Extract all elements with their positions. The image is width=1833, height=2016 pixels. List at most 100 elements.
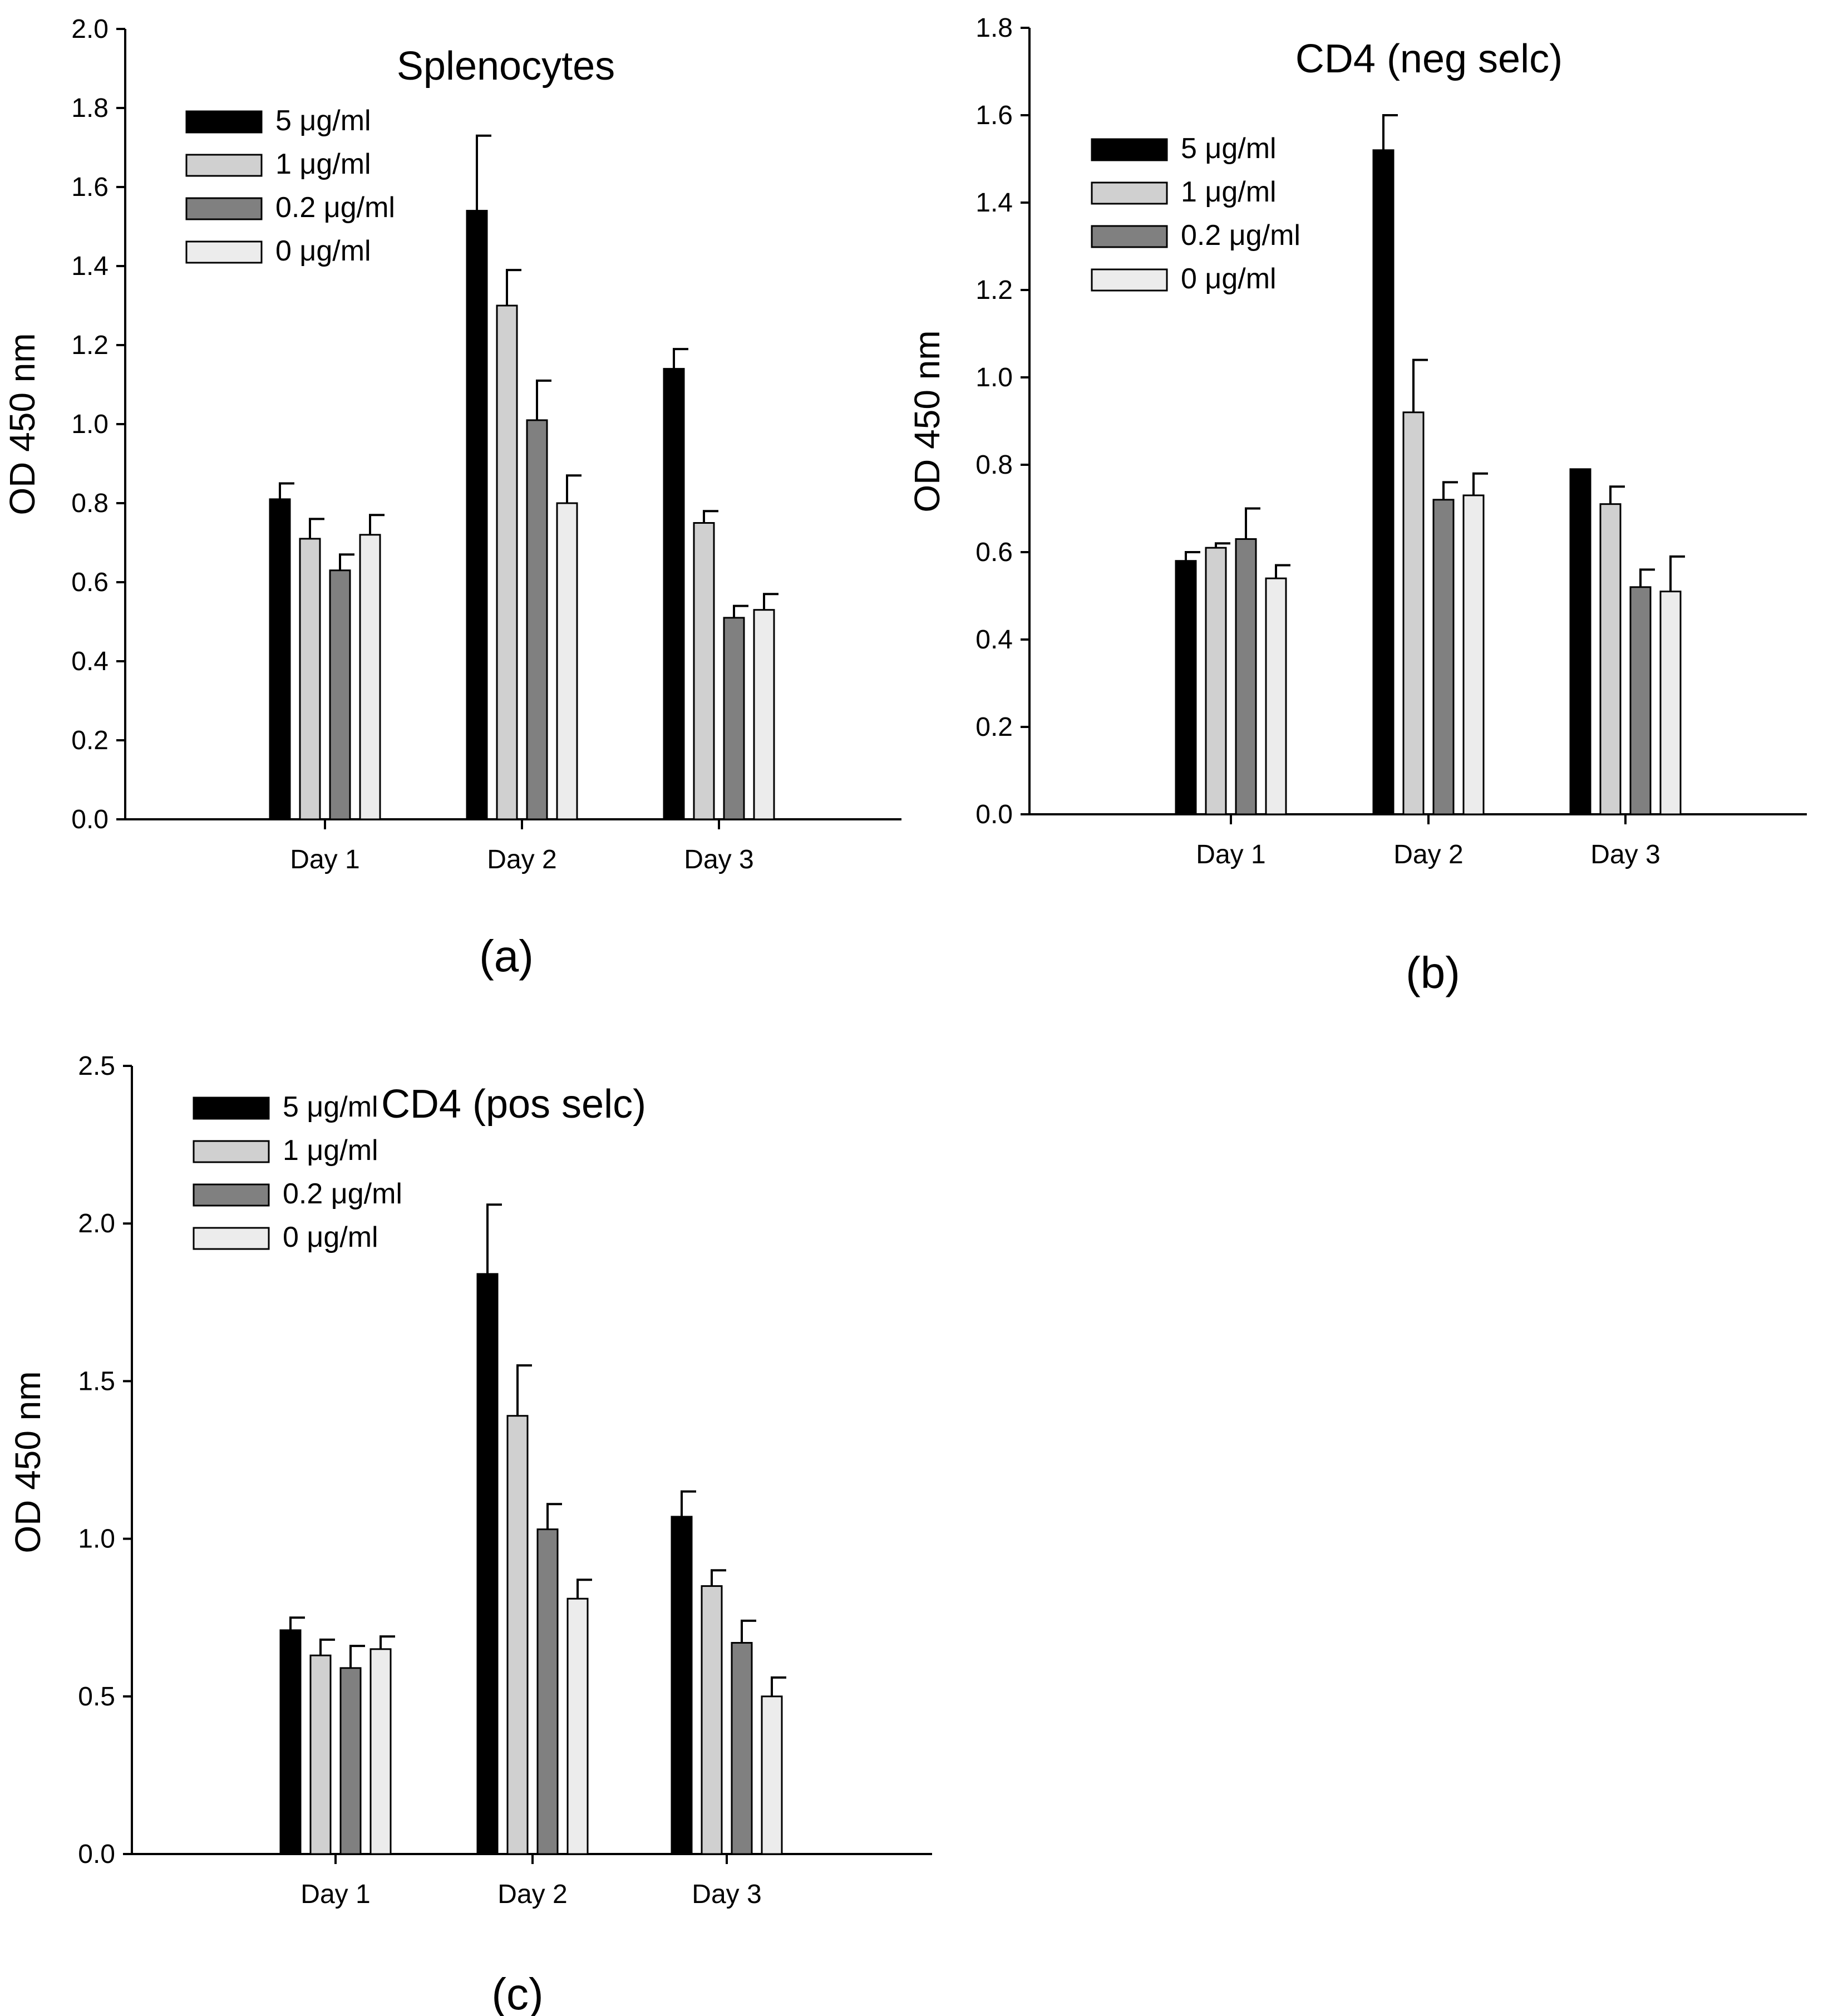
bar [279, 1629, 302, 1855]
y-tick-label: 0.0 [78, 1840, 115, 1869]
legend-label: 0 μg/ml [283, 1221, 378, 1253]
y-tick-label: 0.6 [71, 568, 109, 597]
y-tick-label: 0.6 [975, 538, 1013, 567]
legend-label: 5 μg/ml [1181, 132, 1277, 165]
legend-label: 0 μg/ml [1181, 263, 1277, 295]
y-tick-label: 1.0 [975, 363, 1013, 392]
bar [1235, 538, 1257, 815]
bar [1629, 586, 1652, 815]
bar [329, 569, 351, 820]
y-tick-label: 1.0 [78, 1525, 115, 1554]
legend-label: 5 μg/ml [283, 1091, 378, 1123]
bar [536, 1528, 559, 1855]
chart-panel-1: 0.0 0.2 0.4 0.6 0.8 1.0 1.2 1.4 1.6 1.8 Day 1 Day 2… [907, 13, 1807, 869]
y-tick-label: 1.2 [71, 331, 109, 360]
y-tick-label: 1.2 [975, 276, 1013, 305]
legend-label: 5 μg/ml [275, 105, 371, 137]
bar [723, 617, 745, 820]
legend-swatch [185, 197, 263, 220]
y-tick-label: 0.8 [975, 450, 1013, 480]
panel-label-a: (a) [479, 931, 534, 981]
bar [1462, 494, 1485, 815]
x-tick-label: Day 3 [692, 1880, 761, 1909]
chart-title: CD4 (pos selc) [381, 1082, 646, 1127]
y-tick-label: 2.5 [78, 1051, 115, 1081]
bar [309, 1654, 332, 1855]
y-tick-label: 0.0 [71, 805, 109, 834]
bar [359, 534, 381, 820]
x-tick-label: Day 2 [487, 845, 556, 874]
bar [1205, 547, 1227, 815]
bar [1175, 560, 1197, 815]
bar [299, 538, 321, 820]
bar [1432, 499, 1455, 815]
y-tick-label: 1.0 [71, 410, 109, 439]
chart-panel-0: 0.0 0.2 0.4 0.6 0.8 1.0 1.2 1.4 1.6 1.8 2.0 Day 1 Da… [2, 14, 901, 874]
x-tick-label: Day 3 [1590, 840, 1660, 869]
y-tick-label: 1.6 [975, 101, 1013, 130]
bar [663, 368, 685, 820]
x-tick-label: Day 1 [300, 1880, 370, 1909]
bar [369, 1648, 392, 1855]
x-tick-label: Day 2 [497, 1880, 567, 1909]
y-tick-label: 2.0 [71, 14, 109, 44]
bar [753, 609, 775, 820]
bar [761, 1695, 783, 1855]
y-axis-label: OD 450 nm [8, 1371, 48, 1553]
bar [731, 1642, 753, 1855]
legend-swatch [193, 1183, 270, 1207]
legend-swatch [185, 110, 263, 134]
chart-panel-2: 0.0 0.5 1.0 1.5 2.0 2.5 Day 1 Day 2 Day 3 OD 450 … [8, 1051, 932, 1909]
bar [671, 1516, 693, 1855]
x-tick-label: Day 1 [1196, 840, 1265, 869]
bar [1569, 468, 1591, 815]
y-tick-label: 1.8 [71, 94, 109, 123]
bar [1402, 411, 1425, 815]
legend-label: 0 μg/ml [275, 235, 371, 267]
legend-swatch [185, 240, 263, 264]
y-tick-label: 0.2 [71, 726, 109, 755]
legend-swatch [185, 154, 263, 177]
y-tick-label: 2.0 [78, 1209, 115, 1238]
bar [1599, 503, 1622, 815]
y-tick-label: 0.2 [975, 712, 1013, 742]
bar [506, 1415, 529, 1855]
legend-swatch [193, 1140, 270, 1163]
y-tick-label: 0.5 [78, 1682, 115, 1712]
x-tick-label: Day 2 [1393, 840, 1463, 869]
legend-swatch [1091, 225, 1168, 248]
legend-swatch [1091, 181, 1168, 205]
legend-swatch [1091, 138, 1168, 161]
bar [476, 1273, 499, 1855]
y-tick-label: 1.5 [78, 1366, 115, 1396]
y-tick-label: 1.8 [975, 13, 1013, 43]
bar [339, 1667, 362, 1855]
legend-swatch [1091, 268, 1168, 292]
panel-label-c: (c) [491, 1969, 543, 2016]
bar [556, 502, 578, 820]
legend-label: 1 μg/ml [275, 148, 371, 180]
bar [269, 498, 291, 820]
panel-label-b: (b) [1406, 948, 1460, 997]
legend-label: 1 μg/ml [283, 1134, 378, 1167]
chart-title: Splenocytes [397, 44, 615, 88]
x-tick-label: Day 1 [290, 845, 359, 874]
legend-label: 1 μg/ml [1181, 176, 1277, 208]
legend-label: 0.2 μg/ml [1181, 219, 1300, 252]
bar [496, 304, 518, 820]
y-tick-label: 1.4 [71, 252, 109, 281]
bar [526, 419, 548, 820]
legend-swatch [193, 1096, 270, 1120]
bar [1265, 577, 1287, 815]
x-tick-label: Day 3 [684, 845, 753, 874]
y-tick-label: 0.4 [71, 647, 109, 676]
bar [1659, 591, 1682, 815]
y-tick-label: 0.8 [71, 489, 109, 518]
bar [466, 210, 488, 820]
legend-label: 0.2 μg/ml [275, 191, 395, 224]
bar [1372, 149, 1395, 815]
bar [701, 1585, 723, 1855]
legend-label: 0.2 μg/ml [283, 1178, 402, 1210]
bar [693, 522, 715, 820]
